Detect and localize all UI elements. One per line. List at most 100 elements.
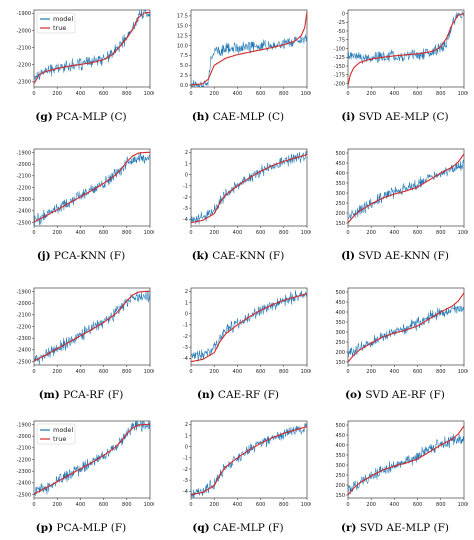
series-line-model — [34, 421, 150, 496]
caption-text: PCA-RF (F) — [59, 389, 124, 401]
panel-caption-n: (n) CAE-RF (F) — [165, 389, 311, 401]
y-tick-label: -50 — [337, 29, 345, 35]
caption-text: CAE-MLP (F) — [209, 522, 284, 534]
series-line-true — [348, 292, 464, 363]
caption-id: (p) — [35, 522, 54, 534]
x-tick-label: 600 — [99, 230, 109, 236]
y-tick-label: 300 — [335, 463, 345, 469]
legend-label: model — [53, 15, 73, 23]
y-tick-label: 250 — [335, 201, 345, 207]
plot-frame — [33, 148, 151, 227]
x-tick-label: 800 — [279, 369, 289, 375]
y-tick-label: 400 — [335, 171, 345, 177]
x-tick-label: 600 — [99, 369, 109, 375]
x-tick-label: 200 — [209, 230, 219, 236]
y-tick-label: 7.5 — [180, 53, 188, 59]
y-tick-label: -2300 — [16, 197, 31, 203]
y-tick-label: 1 — [185, 300, 188, 306]
x-tick-label: 200 — [366, 369, 376, 375]
x-tick-label: 400 — [76, 502, 86, 508]
x-tick-label: 600 — [256, 230, 266, 236]
y-tick-label: -2400 — [16, 209, 31, 215]
plot-frame — [347, 9, 465, 88]
caption-text: SVD AE-RF (F) — [362, 389, 445, 401]
caption-text: CAE-KNN (F) — [208, 250, 285, 262]
x-tick-label: 400 — [390, 230, 400, 236]
y-tick-label: -125 — [334, 55, 345, 61]
caption-text: SVD AE-MLP (C) — [355, 111, 449, 123]
series-line-true — [348, 153, 464, 224]
caption-id: (l) — [341, 250, 356, 262]
x-tick-label: 0 — [189, 230, 192, 236]
x-tick-label: 600 — [256, 91, 266, 97]
x-tick-label: 400 — [233, 369, 243, 375]
caption-id: (r) — [341, 522, 357, 534]
x-tick-label: 200 — [209, 369, 219, 375]
panel-caption-l: (l) SVD AE-KNN (F) — [322, 250, 468, 262]
caption-text: PCA-MLP (F) — [53, 522, 127, 534]
y-tick-label: 2 — [185, 289, 188, 295]
panel-caption-i: (i) SVD AE-MLP (C) — [322, 111, 468, 123]
x-tick-label: 400 — [76, 230, 86, 236]
y-tick-label: 150 — [335, 493, 345, 499]
y-tick-label: -2400 — [16, 348, 31, 354]
x-tick-label: 200 — [366, 502, 376, 508]
y-tick-label: -2300 — [16, 336, 31, 342]
panel-caption-h: (h) CAE-MLP (C) — [165, 111, 311, 123]
caption-id: (h) — [191, 111, 210, 123]
series-line-true — [34, 290, 150, 362]
y-tick-label: 17.5 — [177, 14, 188, 20]
series-line-true — [348, 425, 464, 496]
y-tick-label: -2000 — [16, 434, 31, 440]
x-tick-label: 800 — [122, 230, 132, 236]
x-tick-label: 400 — [390, 369, 400, 375]
x-tick-label: 800 — [436, 502, 446, 508]
x-tick-label: 800 — [279, 502, 289, 508]
caption-text: SVD AE-KNN (F) — [355, 250, 449, 262]
series-line-true — [34, 151, 150, 223]
caption-id: (k) — [191, 250, 209, 262]
x-tick-label: 400 — [233, 230, 243, 236]
y-tick-label: -4 — [183, 489, 188, 495]
caption-text: CAE-RF (F) — [214, 389, 279, 401]
y-tick-label: 300 — [335, 330, 345, 336]
series-line-model — [34, 10, 150, 82]
y-tick-label: 5.0 — [180, 63, 188, 69]
caption-text: PCA-MLP (C) — [52, 111, 127, 123]
x-tick-label: 600 — [99, 91, 109, 97]
y-tick-label: -4 — [183, 217, 188, 223]
y-tick-label: 400 — [335, 443, 345, 449]
panel-caption-m: (m) PCA-RF (F) — [8, 389, 154, 401]
panel-caption-j: (j) PCA-KNN (F) — [8, 250, 154, 262]
x-tick-label: 400 — [390, 502, 400, 508]
y-tick-label: 200 — [335, 211, 345, 217]
y-tick-label: -2100 — [16, 45, 31, 51]
y-tick-label: 0.0 — [180, 83, 188, 89]
y-tick-label: 200 — [335, 350, 345, 356]
caption-text: CAE-MLP (C) — [209, 111, 285, 123]
y-tick-label: -200 — [334, 81, 345, 87]
series-line-true — [348, 12, 464, 86]
x-tick-label: 0 — [346, 230, 349, 236]
y-tick-label: -2300 — [16, 80, 31, 86]
y-tick-label: -25 — [337, 20, 345, 26]
y-tick-label: -3 — [183, 345, 188, 351]
x-tick-label: 400 — [390, 91, 400, 97]
x-tick-label: 0 — [189, 91, 192, 97]
plot-frame — [347, 148, 465, 227]
y-tick-label: 1 — [185, 433, 188, 439]
y-tick-label: -1900 — [16, 289, 31, 295]
x-tick-label: 0 — [32, 369, 35, 375]
y-tick-label: 1 — [185, 161, 188, 167]
y-tick-label: 400 — [335, 310, 345, 316]
